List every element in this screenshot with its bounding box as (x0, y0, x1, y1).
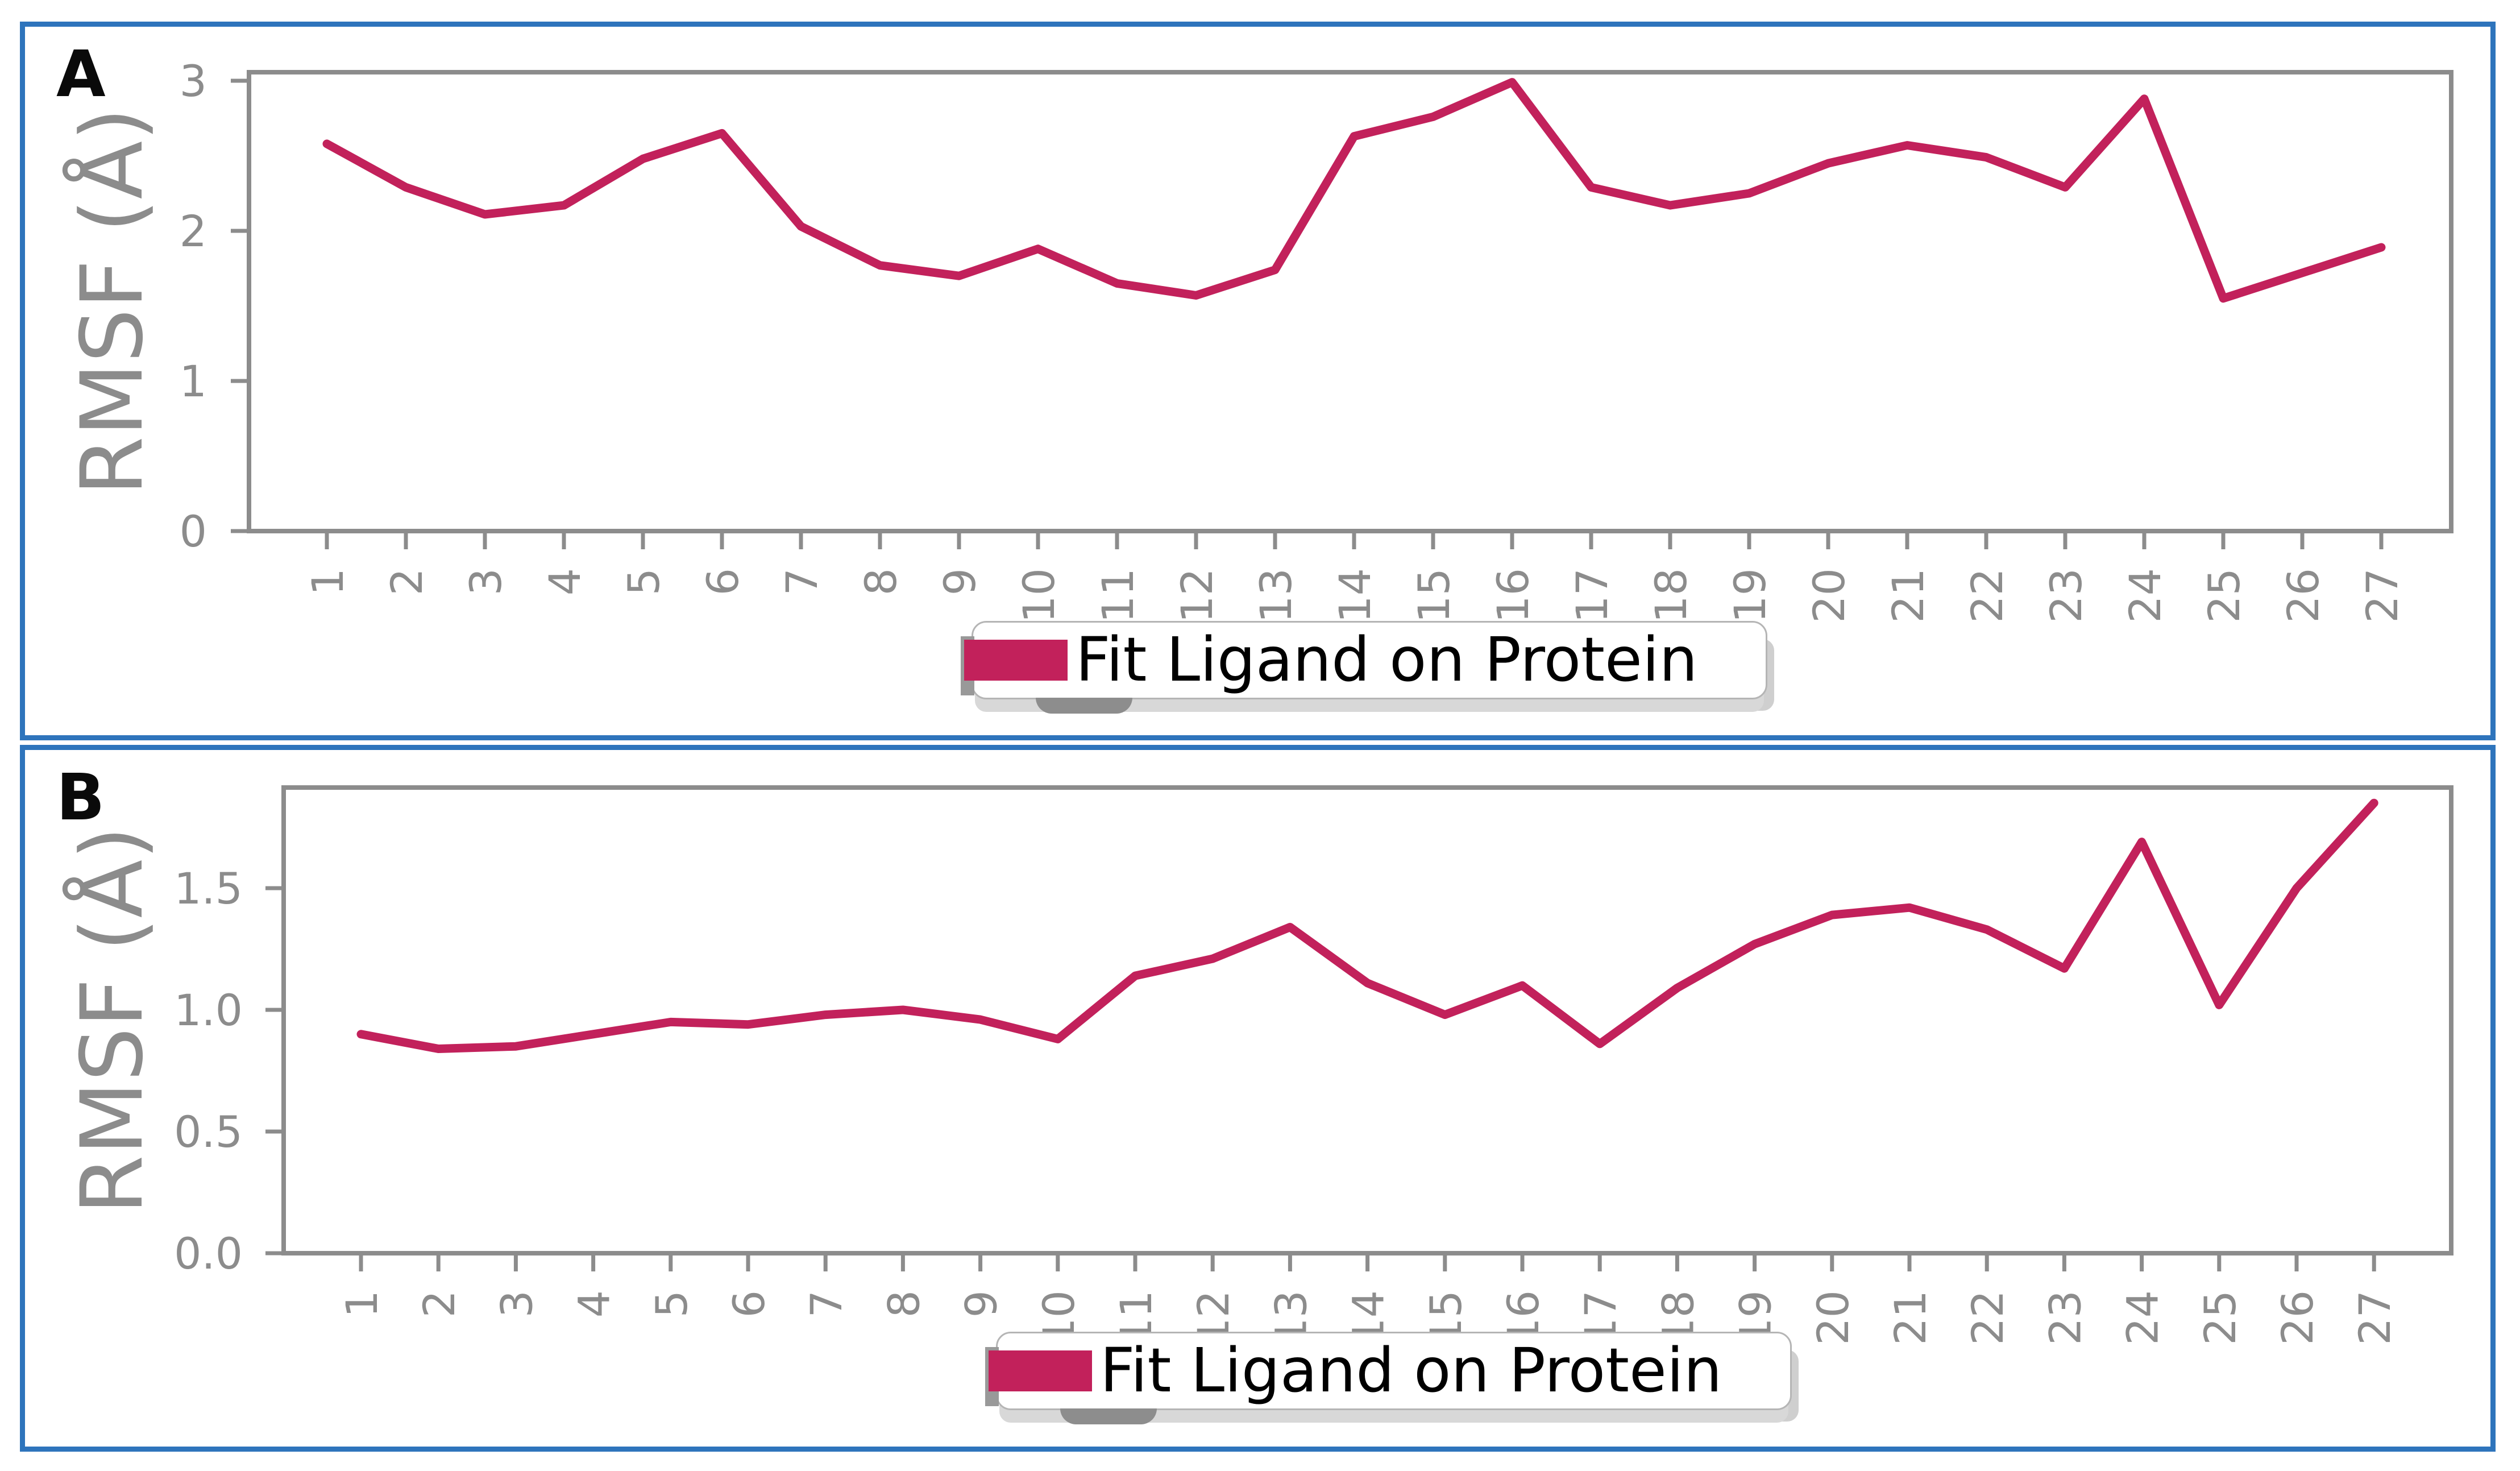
svg-text:10: 10 (1014, 568, 1064, 623)
svg-text:24: 24 (2120, 568, 2170, 623)
svg-text:27: 27 (2349, 1290, 2400, 1345)
legend-line-swatch (964, 640, 1068, 681)
svg-text:11: 11 (1093, 568, 1143, 623)
svg-text:21: 21 (1883, 568, 1933, 623)
svg-text:25: 25 (2199, 568, 2249, 623)
panel-b-legend: Fit Ligand on Protein (985, 1332, 1792, 1424)
panel-a: A 1 2 3 4 5 6 7 8 9 10 11 12 13 14 15 16 17 18 19 20 21 22 23 2… (20, 22, 2496, 740)
svg-text:0: 0 (180, 506, 207, 557)
svg-text:19: 19 (1725, 568, 1775, 623)
svg-text:1.0: 1.0 (174, 985, 243, 1035)
svg-text:20: 20 (1804, 568, 1854, 623)
svg-text:3: 3 (460, 568, 511, 595)
svg-text:3: 3 (180, 56, 207, 106)
svg-text:0.5: 0.5 (174, 1107, 243, 1157)
svg-text:21: 21 (1885, 1290, 1936, 1345)
panel-a-chart: 1 2 3 4 5 6 7 8 9 10 11 12 13 14 15 16 17 18 19 20 21 22 23 24 2… (63, 56, 2453, 623)
svg-text:26: 26 (2278, 568, 2328, 623)
svg-text:4: 4 (569, 1290, 620, 1317)
svg-text:7: 7 (777, 568, 827, 595)
svg-text:13: 13 (1251, 568, 1301, 623)
svg-text:8: 8 (878, 1290, 929, 1317)
svg-text:1: 1 (302, 568, 353, 595)
legend-label: Fit Ligand on Protein (1076, 625, 1698, 695)
svg-text:2: 2 (180, 206, 207, 256)
panel-b: B 1 2 3 4 5 6 7 8 9 10 11 12 13 14 15 16 17 18 19 20 21 22 23 2… (20, 745, 2496, 1452)
svg-text:15: 15 (1409, 568, 1459, 623)
svg-text:12: 12 (1172, 568, 1222, 623)
svg-text:4: 4 (539, 568, 590, 595)
svg-text:RMSF (Å): RMSF (Å) (63, 826, 162, 1214)
svg-text:23: 23 (2041, 568, 2091, 623)
panel-a-legend: Fit Ligand on Protein (961, 621, 1767, 714)
legend-label: Fit Ligand on Protein (1100, 1336, 1722, 1406)
svg-text:5: 5 (646, 1290, 697, 1317)
svg-text:5: 5 (618, 568, 669, 595)
svg-text:24: 24 (2118, 1290, 2168, 1345)
svg-text:2: 2 (414, 1290, 464, 1317)
svg-text:23: 23 (2040, 1290, 2090, 1345)
svg-text:7: 7 (801, 1290, 852, 1317)
svg-text:26: 26 (2272, 1290, 2323, 1345)
svg-text:1.5: 1.5 (174, 863, 243, 914)
svg-text:9: 9 (935, 568, 985, 595)
svg-text:14: 14 (1330, 568, 1380, 623)
svg-text:1: 1 (180, 356, 207, 407)
svg-text:25: 25 (2195, 1290, 2245, 1345)
svg-text:22: 22 (1962, 1290, 2013, 1345)
svg-text:8: 8 (856, 568, 906, 595)
svg-text:9: 9 (956, 1290, 1007, 1317)
svg-text:6: 6 (698, 568, 748, 595)
svg-text:16: 16 (1488, 568, 1538, 623)
svg-text:27: 27 (2357, 568, 2407, 623)
svg-text:6: 6 (724, 1290, 774, 1317)
svg-text:18: 18 (1646, 568, 1696, 623)
svg-text:0.0: 0.0 (174, 1228, 243, 1279)
panel-b-letter: B (56, 761, 105, 835)
svg-text:20: 20 (1808, 1290, 1858, 1345)
svg-text:17: 17 (1567, 568, 1617, 623)
svg-text:3: 3 (491, 1290, 542, 1317)
legend-line-swatch (989, 1350, 1092, 1391)
svg-text:22: 22 (1962, 568, 2012, 623)
svg-text:1: 1 (337, 1290, 387, 1317)
svg-text:2: 2 (381, 568, 432, 595)
svg-text:RMSF (Å): RMSF (Å) (63, 107, 162, 495)
panel-a-letter: A (56, 38, 106, 111)
